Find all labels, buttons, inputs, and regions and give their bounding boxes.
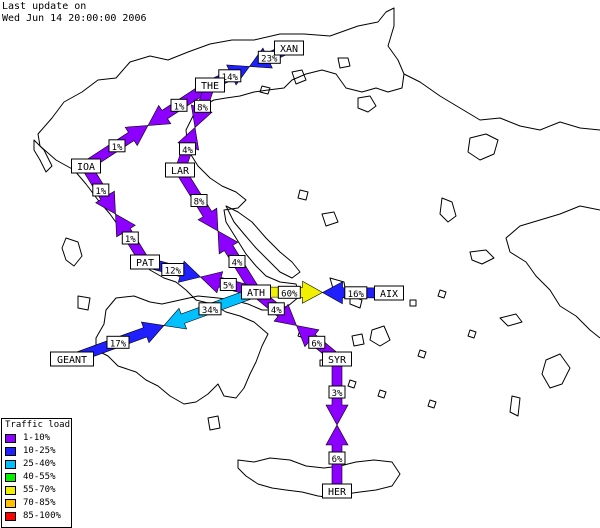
link-load-label: 4% (267, 302, 285, 316)
legend-item: 40-55% (2, 471, 71, 484)
link-load-text: 1% (174, 102, 185, 112)
link-load-text: 3% (332, 389, 343, 399)
legend-label: 10-25% (23, 446, 56, 456)
node-her[interactable]: HER (322, 483, 352, 499)
node-label: IOA (77, 162, 95, 173)
legend-item: 85-100% (2, 510, 71, 523)
legend-label: 70-85% (23, 498, 56, 508)
link-load-label: 17% (106, 335, 130, 349)
node-ath[interactable]: ATH (241, 284, 271, 300)
link-load-text: 8% (194, 198, 205, 208)
link-load-label: 1% (121, 231, 139, 245)
link-load-text: 5% (223, 282, 234, 292)
legend-swatch (5, 460, 16, 469)
link-load-label: 6% (328, 451, 346, 465)
link-load-text: 4% (182, 146, 193, 156)
link-load-text: 4% (271, 306, 282, 316)
last-update-line1: Last update on (2, 1, 87, 12)
nodes-layer: XAN THE IOA LAR PAT ATH AIX GEANT SYR HER (50, 40, 404, 499)
node-label: THE (201, 81, 219, 92)
last-update-timestamp: Wed Jun 14 20:00:00 2006 (2, 13, 147, 24)
link-load-label: 60% (277, 285, 301, 299)
link-load-text: 1% (95, 187, 106, 197)
link-load-text: 16% (348, 290, 365, 300)
node-label: GEANT (57, 355, 87, 366)
node-pat[interactable]: PAT (130, 254, 160, 270)
legend-swatch (5, 434, 16, 443)
legend-item: 55-70% (2, 484, 71, 497)
link-load-text: 12% (165, 267, 182, 277)
legend-label: 1-10% (23, 433, 51, 443)
node-geant[interactable]: GEANT (50, 351, 94, 367)
node-label: XAN (280, 44, 298, 55)
legend-label: 55-70% (23, 485, 56, 495)
legend-label: 25-40% (23, 459, 56, 469)
link-load-text: 6% (332, 455, 343, 465)
node-xan[interactable]: XAN (274, 40, 304, 56)
link-load-text: 1% (112, 143, 123, 153)
link-load-label: 5% (219, 278, 237, 292)
node-the[interactable]: THE (195, 77, 225, 93)
node-ioa[interactable]: IOA (71, 158, 101, 174)
legend-item: 10-25% (2, 445, 71, 458)
link-load-label: 1% (170, 98, 188, 112)
legend-label: 40-55% (23, 472, 56, 482)
link-load-text: 14% (222, 73, 239, 83)
link-load-label: 8% (190, 194, 208, 208)
node-lar[interactable]: LAR (165, 162, 195, 178)
link-load-text: 60% (281, 289, 298, 299)
legend-item: 70-85% (2, 497, 71, 510)
link-load-label: 6% (308, 335, 326, 349)
link-load-label: 3% (328, 385, 346, 399)
link-load-text: 6% (311, 339, 322, 349)
legend-swatch (5, 512, 16, 521)
link-load-label: 12% (161, 263, 185, 277)
link-load-text: 8% (197, 103, 208, 113)
legend-swatch (5, 473, 16, 482)
link-load-label: 1% (92, 183, 110, 197)
node-aix[interactable]: AIX (374, 285, 404, 301)
last-update-text: Last update on Wed Jun 14 20:00:00 2006 (2, 1, 147, 25)
link-load-label: 4% (228, 255, 246, 269)
link-load-text: 17% (110, 339, 127, 349)
legend-swatch (5, 447, 16, 456)
legend-item: 1-10% (2, 432, 71, 445)
link-load-label: 4% (179, 142, 196, 156)
link-load-label: 34% (198, 302, 222, 316)
legend-swatch (5, 486, 16, 495)
node-label: LAR (171, 166, 190, 177)
traffic-load-legend: Traffic load 1-10% 10-25% 25-40% 40-55% … (1, 418, 72, 528)
node-label: HER (328, 487, 347, 498)
node-label: AIX (380, 289, 398, 300)
node-label: PAT (136, 258, 154, 269)
link-load-text: 23% (261, 54, 278, 64)
link-load-text: 1% (125, 235, 136, 245)
link-load-label: 8% (194, 99, 211, 113)
legend-title: Traffic load (5, 420, 71, 430)
link-load-label: 16% (344, 286, 368, 300)
node-syr[interactable]: SYR (322, 351, 352, 367)
link-load-label: 1% (108, 139, 126, 153)
legend-label: 85-100% (23, 511, 61, 521)
node-label: ATH (247, 288, 265, 299)
legend-item: 25-40% (2, 458, 71, 471)
node-label: SYR (328, 355, 347, 366)
link-load-text: 4% (232, 259, 243, 269)
link-load-text: 34% (202, 306, 219, 316)
coastline (33, 7, 600, 499)
legend-swatch (5, 499, 16, 508)
